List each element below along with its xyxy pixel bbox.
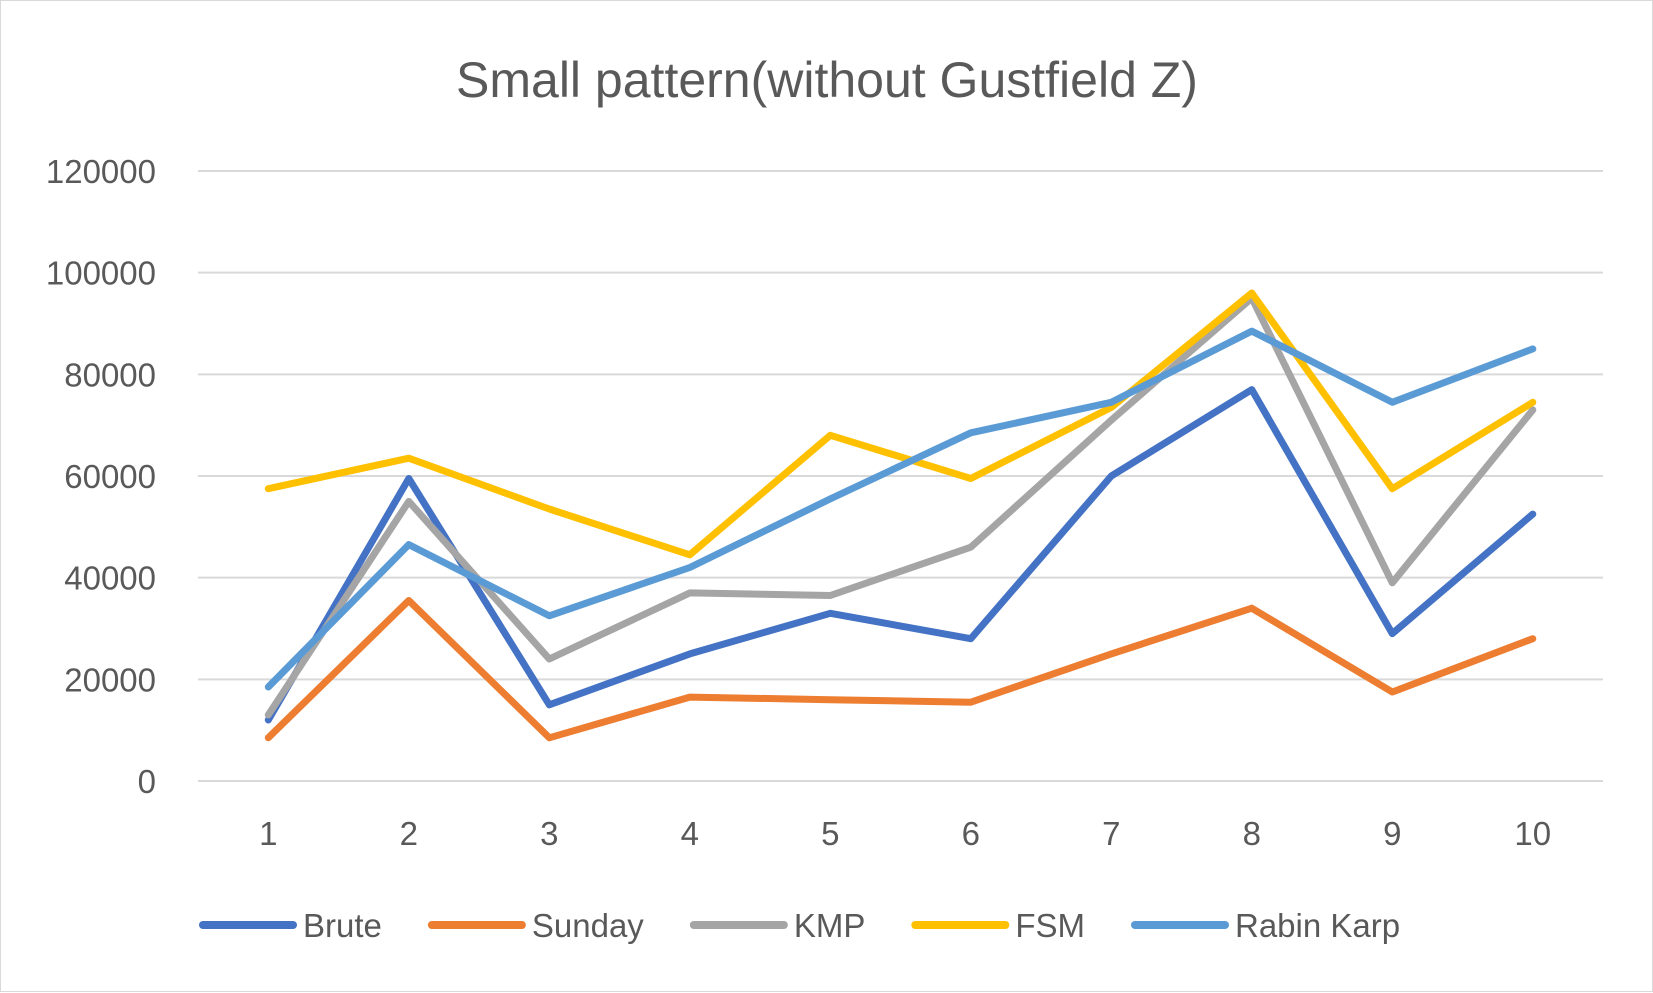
series-line-brute [264, 386, 1537, 724]
legend-label: FSM [1015, 907, 1085, 944]
legend-label: Sunday [532, 907, 644, 944]
y-tick-label: 60000 [64, 458, 156, 495]
series-line-sunday [264, 597, 1537, 742]
x-axis-ticks: 1 2 3 4 5 6 7 8 9 10 [259, 815, 1551, 852]
y-tick-label: 0 [138, 763, 156, 800]
x-tick-label: 6 [962, 815, 980, 852]
legend-item-kmp: KMP [689, 907, 866, 944]
y-tick-label: 40000 [64, 560, 156, 597]
gridlines [198, 170, 1603, 782]
chart-title: Small pattern(without Gustfield Z) [456, 52, 1198, 108]
y-tick-label: 20000 [64, 661, 156, 698]
x-tick-label: 8 [1243, 815, 1261, 852]
y-tick-label: 80000 [64, 356, 156, 393]
x-tick-label: 4 [681, 815, 699, 852]
y-tick-label: 120000 [46, 153, 156, 190]
y-tick-label: 100000 [46, 255, 156, 292]
legend-item-brute: Brute [199, 907, 382, 944]
series-lines [264, 289, 1537, 742]
x-tick-label: 3 [540, 815, 558, 852]
legend-item-rabin-karp: Rabin Karp [1131, 907, 1400, 944]
legend: Brute Sunday KMP FSM Rabin Karp [199, 907, 1400, 944]
series-line-rabin-karp [264, 327, 1537, 691]
legend-label: Brute [303, 907, 382, 944]
x-tick-label: 5 [821, 815, 839, 852]
legend-item-sunday: Sunday [427, 907, 644, 944]
x-tick-label: 2 [400, 815, 418, 852]
series-line-fsm [264, 289, 1537, 559]
x-tick-label: 9 [1383, 815, 1401, 852]
x-tick-label: 1 [259, 815, 277, 852]
x-tick-label: 7 [1102, 815, 1120, 852]
legend-label: KMP [794, 907, 866, 944]
x-tick-label: 10 [1514, 815, 1551, 852]
y-axis-ticks: 0 20000 40000 60000 80000 100000 120000 [46, 153, 156, 800]
legend-item-fsm: FSM [911, 907, 1085, 944]
legend-label: Rabin Karp [1235, 907, 1400, 944]
